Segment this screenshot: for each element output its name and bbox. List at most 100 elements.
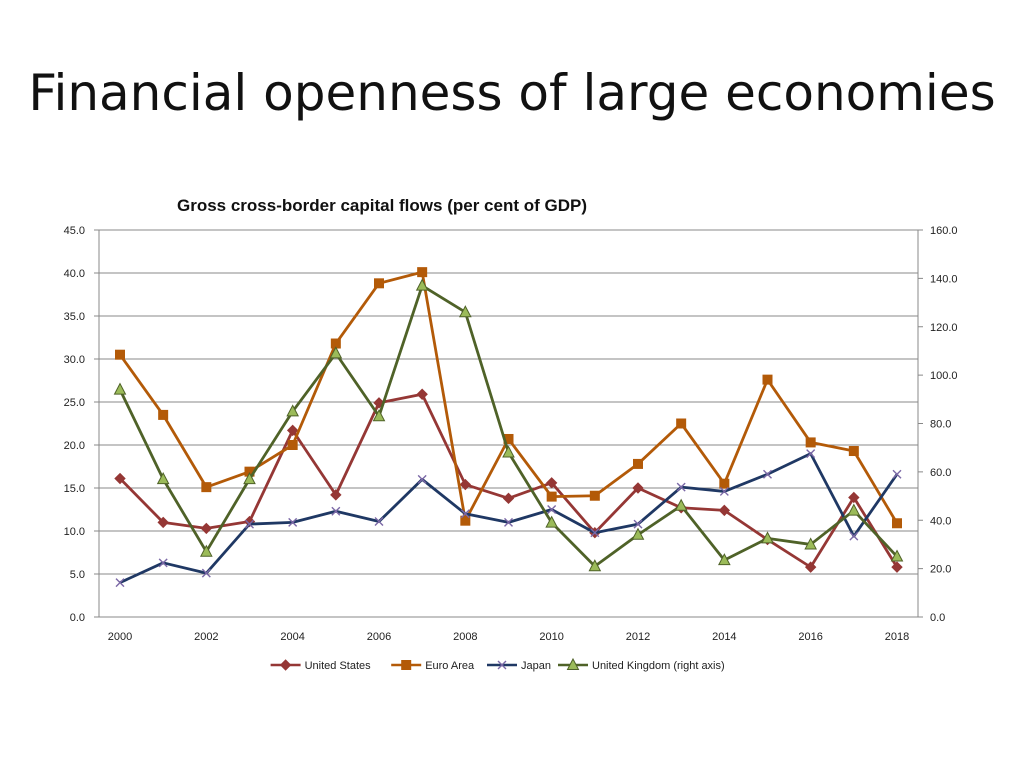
data-point-2 xyxy=(892,469,902,479)
y-right-tick-label: 160.0 xyxy=(930,225,958,237)
data-point-3 xyxy=(200,544,213,557)
data-point-3 xyxy=(545,515,558,528)
slide-title: Financial openness of large economies xyxy=(28,64,996,122)
data-point-0 xyxy=(848,491,860,504)
data-point-3 xyxy=(804,537,817,550)
y-left-tick-label: 30.0 xyxy=(64,354,85,366)
data-point-0 xyxy=(502,492,515,505)
chart-title: Gross cross-border capital flows (per ce… xyxy=(177,196,587,215)
data-point-2 xyxy=(288,517,298,527)
y-left-tick-label: 15.0 xyxy=(64,483,85,495)
data-point-3 xyxy=(243,472,256,485)
y-left-tick-label: 10.0 xyxy=(64,526,85,538)
y-left-tick-label: 0.0 xyxy=(70,612,85,624)
data-point-3 xyxy=(286,404,299,417)
y-right-tick-label: 100.0 xyxy=(930,370,958,382)
data-point-1 xyxy=(589,490,600,501)
y-right-tick-label: 0.0 xyxy=(930,612,945,624)
data-point-0 xyxy=(286,424,299,437)
data-point-0 xyxy=(416,388,428,400)
x-tick-label: 2012 xyxy=(626,631,650,643)
data-point-0 xyxy=(718,504,731,517)
data-point-3 xyxy=(459,305,472,318)
data-point-2 xyxy=(201,568,211,578)
data-point-2 xyxy=(849,531,859,541)
y-left-tick-label: 25.0 xyxy=(64,397,85,409)
data-point-0 xyxy=(459,478,472,491)
x-tick-label: 2000 xyxy=(108,631,132,643)
data-point-3 xyxy=(502,445,515,458)
data-point-0 xyxy=(157,516,169,529)
data-point-0 xyxy=(632,482,644,494)
data-point-3 xyxy=(890,549,904,562)
data-point-2 xyxy=(374,517,384,527)
data-point-1 xyxy=(417,267,428,278)
data-point-0 xyxy=(330,489,342,501)
data-point-1 xyxy=(201,482,212,493)
data-point-3 xyxy=(761,531,774,544)
data-point-1 xyxy=(719,478,730,489)
data-point-2 xyxy=(158,558,168,568)
data-point-3 xyxy=(415,278,429,291)
y-right-tick-label: 20.0 xyxy=(930,564,951,576)
x-tick-label: 2016 xyxy=(798,631,822,643)
data-point-2 xyxy=(245,519,254,529)
series-line-2 xyxy=(119,452,899,584)
data-point-1 xyxy=(374,278,384,289)
data-point-1 xyxy=(546,491,557,502)
y-left-tick-label: 35.0 xyxy=(64,311,85,323)
x-tick-label: 2008 xyxy=(453,631,477,643)
data-point-2 xyxy=(806,449,816,459)
data-point-1 xyxy=(158,409,169,420)
data-point-1 xyxy=(115,349,125,360)
legend-label: Euro Area xyxy=(425,660,475,672)
y-left-tick-label: 40.0 xyxy=(64,268,85,280)
data-point-3 xyxy=(631,527,645,540)
data-point-2 xyxy=(763,469,772,479)
data-point-3 xyxy=(113,382,127,395)
data-point-1 xyxy=(676,418,687,429)
data-point-2 xyxy=(504,517,513,527)
data-point-0 xyxy=(545,477,558,489)
data-point-3 xyxy=(588,559,602,572)
data-point-2 xyxy=(547,505,557,514)
legend-marker xyxy=(566,657,580,670)
x-tick-label: 2014 xyxy=(712,631,736,643)
data-point-1 xyxy=(633,458,643,469)
data-point-0 xyxy=(114,472,126,485)
data-point-1 xyxy=(892,518,902,529)
y-left-tick-label: 5.0 xyxy=(70,569,85,581)
data-point-2 xyxy=(719,486,729,496)
legend-marker xyxy=(279,659,292,671)
data-point-2 xyxy=(676,482,686,492)
data-point-2 xyxy=(590,528,600,538)
legend-label: Japan xyxy=(521,660,551,672)
y-right-tick-label: 60.0 xyxy=(930,467,951,479)
data-point-0 xyxy=(891,561,903,573)
data-point-2 xyxy=(417,474,427,484)
data-point-1 xyxy=(762,374,773,385)
data-point-3 xyxy=(372,409,386,422)
data-point-3 xyxy=(674,498,688,511)
data-point-3 xyxy=(847,503,861,516)
x-tick-label: 2010 xyxy=(539,631,563,643)
legend-marker xyxy=(497,660,507,670)
x-tick-label: 2018 xyxy=(885,631,909,643)
legend-label: United Kingdom (right axis) xyxy=(592,660,725,672)
legend-marker xyxy=(401,660,412,670)
y-right-tick-label: 80.0 xyxy=(930,419,951,431)
data-point-3 xyxy=(156,472,170,485)
data-point-2 xyxy=(115,578,125,588)
y-right-tick-label: 120.0 xyxy=(930,322,958,334)
series-line-1 xyxy=(118,270,899,524)
x-tick-label: 2004 xyxy=(280,631,304,643)
y-left-tick-label: 20.0 xyxy=(64,440,85,452)
data-point-1 xyxy=(848,446,859,457)
x-tick-label: 2006 xyxy=(367,631,391,643)
y-left-tick-label: 45.0 xyxy=(64,225,85,237)
data-point-2 xyxy=(331,506,341,516)
data-point-2 xyxy=(633,519,643,529)
data-point-3 xyxy=(718,553,731,566)
